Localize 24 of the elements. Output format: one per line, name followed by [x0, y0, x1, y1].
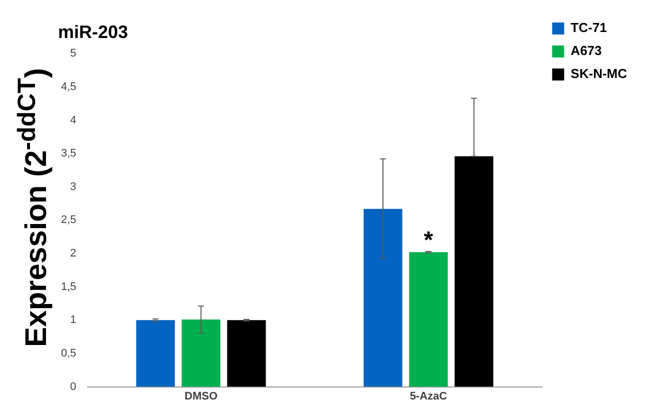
y-tick-label: 2 [70, 248, 76, 260]
chart-title: miR-203 [58, 22, 128, 42]
y-tick-label: 4 [70, 114, 76, 126]
y-tick-label: 1 [70, 314, 76, 326]
bar [454, 156, 494, 387]
bar [136, 320, 175, 387]
y-tick-label: 4,5 [60, 80, 76, 93]
bar [182, 319, 220, 387]
y-tick-label: 2,5 [60, 214, 76, 226]
legend-label: A673 [570, 43, 602, 58]
bar [364, 208, 402, 387]
annotation: * [424, 227, 434, 254]
legend-label: TC-71 [570, 20, 607, 36]
y-tick-label: 5 [70, 48, 76, 60]
y-tick-label: 0,5 [60, 348, 76, 360]
y-tick-label: 0 [70, 380, 76, 393]
y-tick-label: 1,5 [60, 280, 76, 293]
y-tick-label: 3,5 [60, 148, 76, 160]
legend-label: SK-N-MC [570, 66, 628, 82]
y-tick-label: 3 [70, 180, 76, 193]
bar [227, 320, 266, 387]
x-tick-label: 5-AzaC [410, 390, 448, 402]
bar [409, 252, 448, 387]
x-tick-label: DMSO [184, 390, 218, 402]
